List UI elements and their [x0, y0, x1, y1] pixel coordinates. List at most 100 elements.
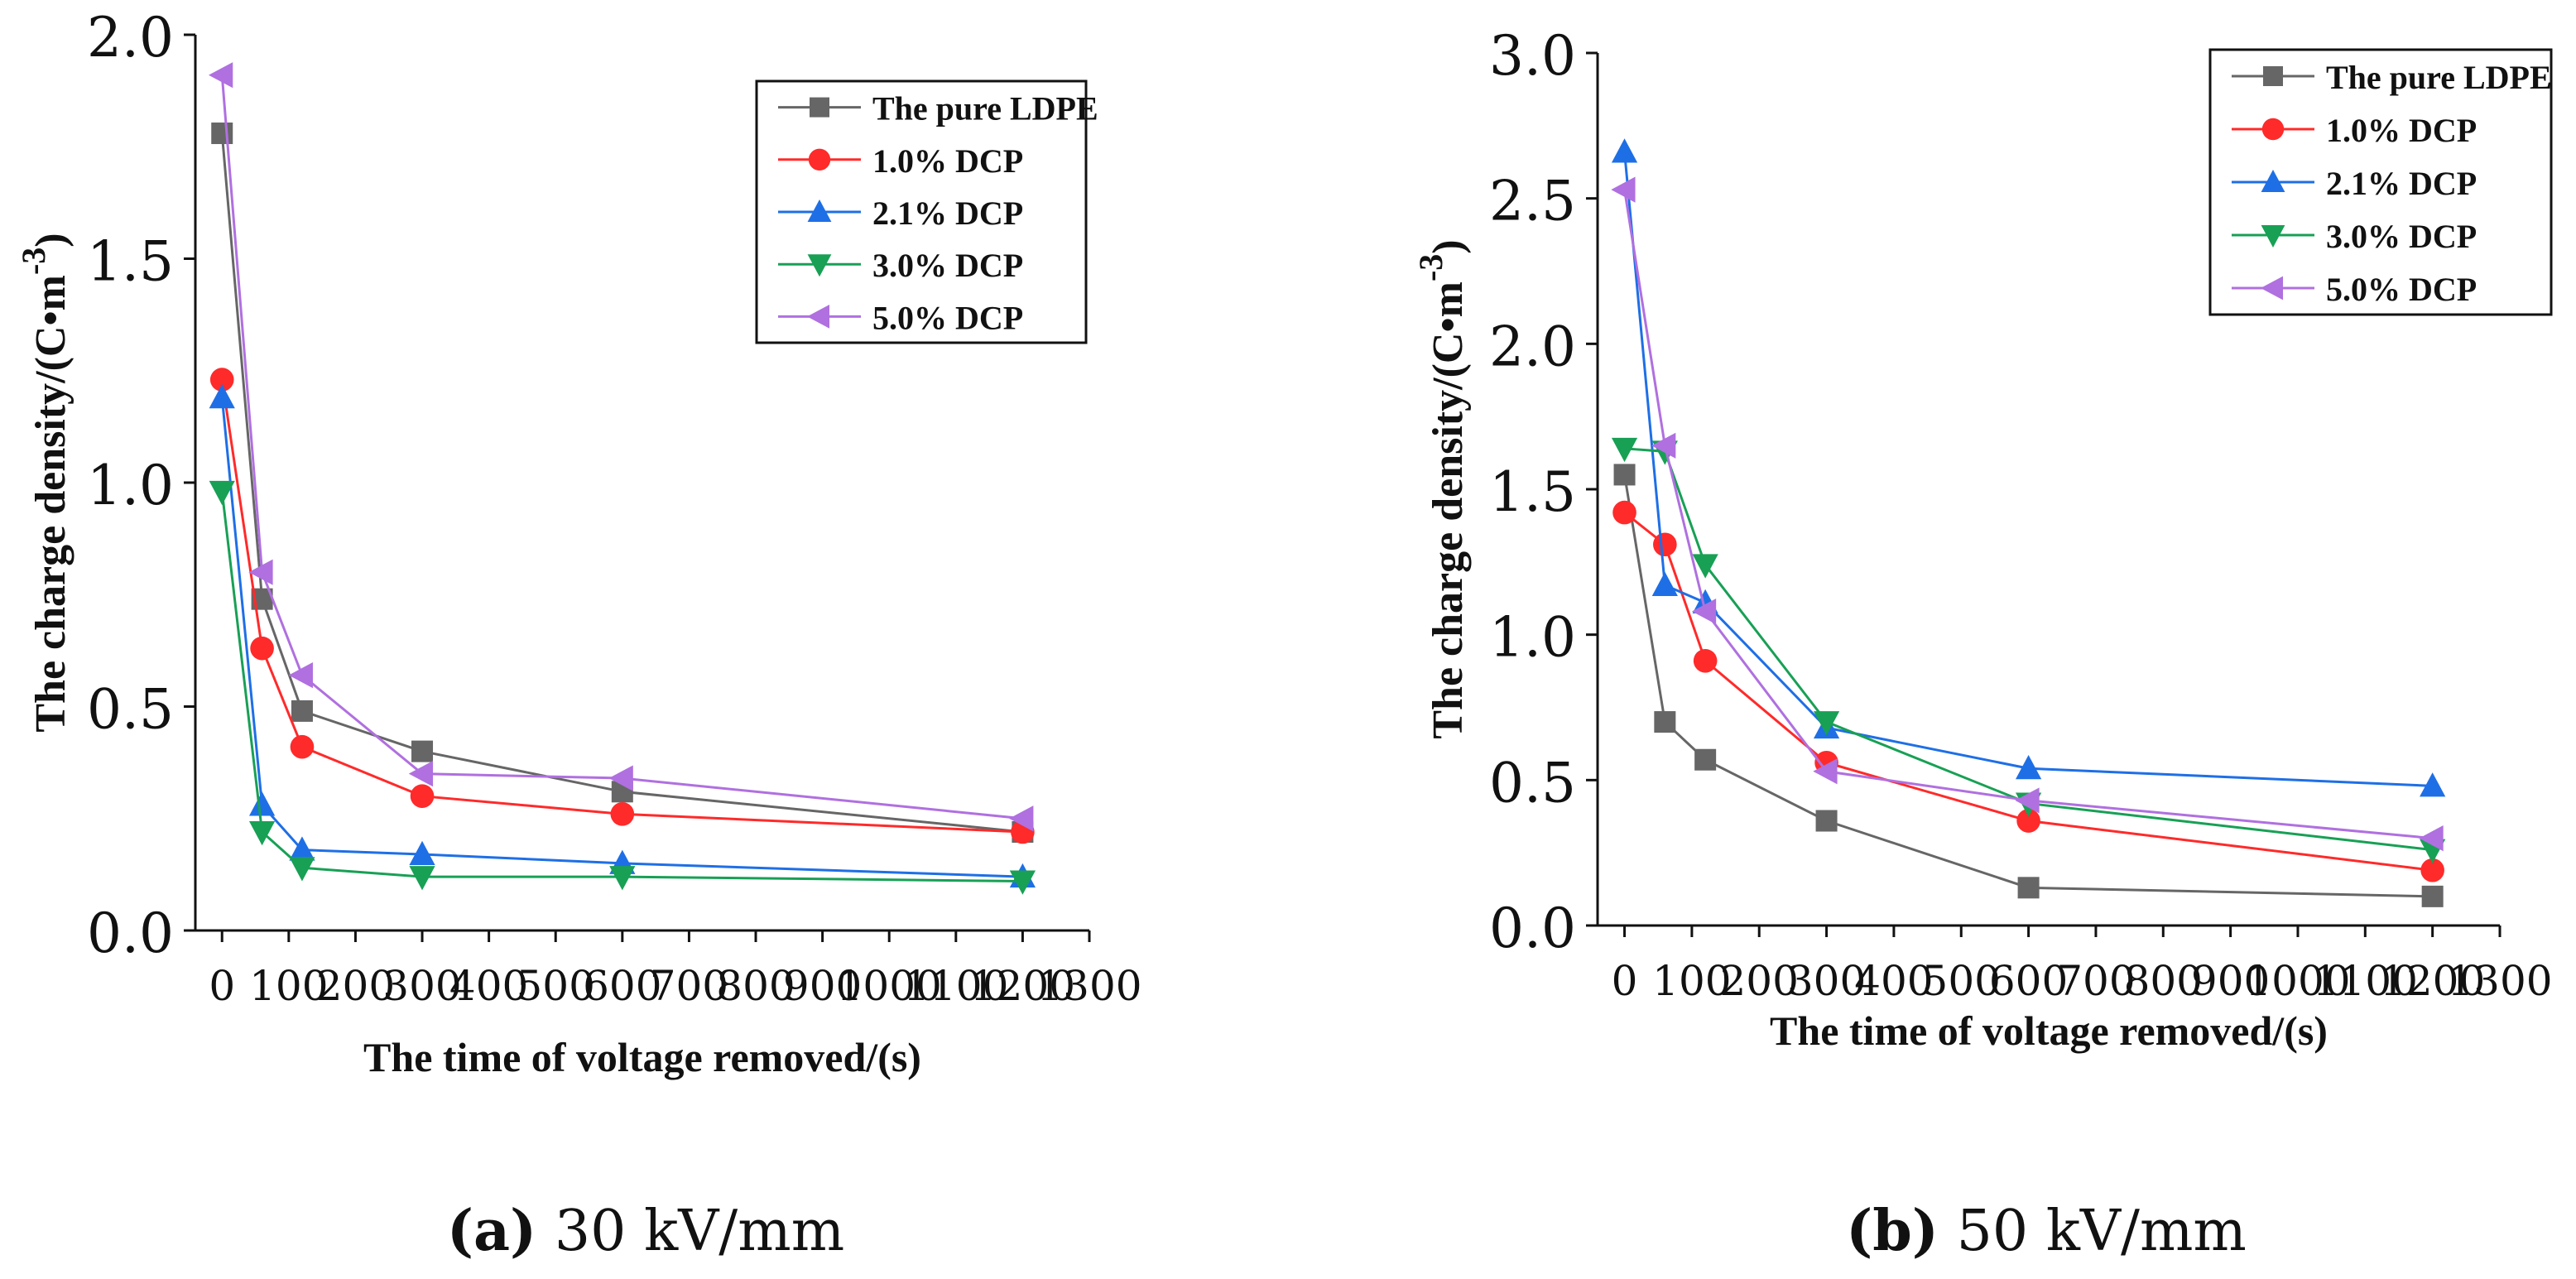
y-tick-label: 1.0	[1489, 606, 1576, 670]
series-0	[1613, 464, 2444, 907]
x-tick-label: 1000	[837, 962, 942, 1010]
data-point	[1009, 870, 1036, 895]
x-tick-label: 100	[249, 962, 328, 1010]
data-point	[609, 866, 636, 891]
y-axis-label-exponent: -3	[15, 248, 52, 275]
x-tick-label: 400	[449, 962, 528, 1010]
data-point	[289, 857, 315, 882]
data-point	[2016, 809, 2040, 833]
x-tick-label: 800	[716, 962, 795, 1010]
x-tick-label: 1000	[2245, 957, 2350, 1005]
y-tick-label: 0.0	[87, 902, 174, 965]
legend-marker	[807, 254, 832, 277]
x-tick-label: 800	[2124, 957, 2203, 1005]
data-point	[248, 559, 273, 585]
x-tick-label: 1300	[1036, 962, 1141, 1010]
panel-caption-text: 30 kV/mm	[536, 1199, 844, 1264]
x-tick-label: 0	[1612, 957, 1638, 1005]
data-point	[1651, 432, 1676, 459]
legend-marker	[2261, 118, 2285, 141]
series-line	[220, 397, 1023, 878]
data-point	[288, 662, 313, 689]
legend-marker	[808, 148, 831, 171]
data-point	[248, 820, 276, 846]
legend-marker	[2261, 225, 2285, 248]
data-point	[1691, 598, 1717, 625]
legend: The pure LDPE 1.0% DCP 2.1% DCP 3.0% DCP 5.0…	[2208, 48, 2553, 316]
y-axis-label-close: )	[27, 233, 74, 247]
x-tick-label: 0	[209, 962, 235, 1010]
x-tick-label: 200	[1720, 957, 1799, 1005]
y-tick-label: 3.0	[1489, 24, 1576, 88]
x-tick-label: 600	[1989, 957, 2068, 1005]
data-point	[1611, 138, 1638, 163]
data-point	[1009, 805, 1034, 832]
series-line	[1624, 447, 2433, 852]
data-point	[2421, 885, 2444, 907]
data-point	[2419, 825, 2444, 852]
data-point	[1693, 648, 1718, 673]
y-tick-label: 0.5	[87, 678, 174, 742]
data-point	[1815, 810, 1838, 832]
y-tick-label: 0.5	[1489, 751, 1576, 815]
legend-label: 1.0% DCP	[872, 142, 1023, 180]
data-point	[409, 866, 435, 891]
data-point	[2015, 787, 2040, 814]
data-point	[2017, 877, 2040, 899]
x-tick-label: 500	[517, 962, 595, 1010]
y-tick-label: 1.5	[1489, 460, 1576, 524]
x-tick-label: 300	[382, 962, 461, 1010]
x-tick-label: 400	[1854, 957, 1933, 1005]
y-tick-label: 1.0	[87, 454, 174, 517]
x-axis-label: The time of voltage removed/(s)	[1770, 1007, 2328, 1054]
data-point	[410, 784, 435, 808]
legend-label: The pure LDPE	[872, 90, 1098, 127]
data-point	[1611, 437, 1638, 463]
data-point	[291, 700, 313, 722]
x-tick-label: 300	[1787, 957, 1866, 1005]
legend-label: 1.0% DCP	[2326, 112, 2477, 149]
panel-caption-letter: (b)	[1846, 1198, 1939, 1264]
panel-caption: (b) 50 kV/mm	[1846, 1198, 2247, 1264]
legend-label: The pure LDPE	[2326, 59, 2552, 96]
x-tick-label: 700	[2056, 957, 2135, 1005]
x-tick-label: 600	[583, 962, 661, 1010]
y-axis-label-close: )	[1425, 239, 1472, 253]
x-tick-label: 900	[783, 962, 862, 1010]
data-point	[209, 368, 234, 392]
chart-panel-a: 0.0 0.5 1.0 1.5 2.0 0 100200300400500600700800…	[15, 6, 1142, 1264]
y-axis-label: The charge density/(C•m-3)	[15, 233, 74, 732]
panel-caption: (a) 30 kV/mm	[447, 1198, 844, 1264]
y-tick-label: 2.0	[1489, 315, 1576, 378]
data-point	[1694, 748, 1717, 771]
x-tick-label: 200	[316, 962, 395, 1010]
data-point	[411, 740, 434, 762]
data-point	[2420, 772, 2446, 797]
data-point	[209, 480, 235, 506]
legend-marker	[810, 97, 829, 118]
data-point	[209, 383, 235, 409]
legend-marker	[807, 200, 832, 222]
chart-panel-b: 0.0 0.5 1.0 1.5 2.0 2.5 3.0 0 100200300400500600…	[1412, 24, 2553, 1264]
data-point	[1653, 532, 1677, 557]
x-tick-label: 900	[2191, 957, 2270, 1005]
legend-marker	[2261, 170, 2285, 192]
data-point	[2420, 858, 2444, 882]
x-tick-label: 1100	[2313, 957, 2418, 1005]
legend-label: 5.0% DCP	[872, 299, 1023, 336]
x-tick-label: 500	[1922, 957, 2001, 1005]
data-point	[2015, 755, 2042, 780]
data-point	[211, 123, 233, 145]
y-axis-label: The charge density/(C•m-3)	[1412, 239, 1472, 738]
series-line	[220, 379, 1023, 834]
legend-marker	[2263, 66, 2283, 86]
panel-caption-text: 50 kV/mm	[1939, 1199, 2247, 1264]
legend-marker	[2261, 276, 2283, 301]
data-point	[250, 636, 274, 661]
data-point	[1613, 464, 1636, 486]
series-1	[209, 368, 1035, 844]
legend-label: 3.0% DCP	[2326, 218, 2477, 255]
legend-label: 2.1% DCP	[872, 195, 1023, 232]
legend: The pure LDPE 1.0% DCP 2.1% DCP 3.0% DCP 5.0…	[755, 79, 1098, 344]
